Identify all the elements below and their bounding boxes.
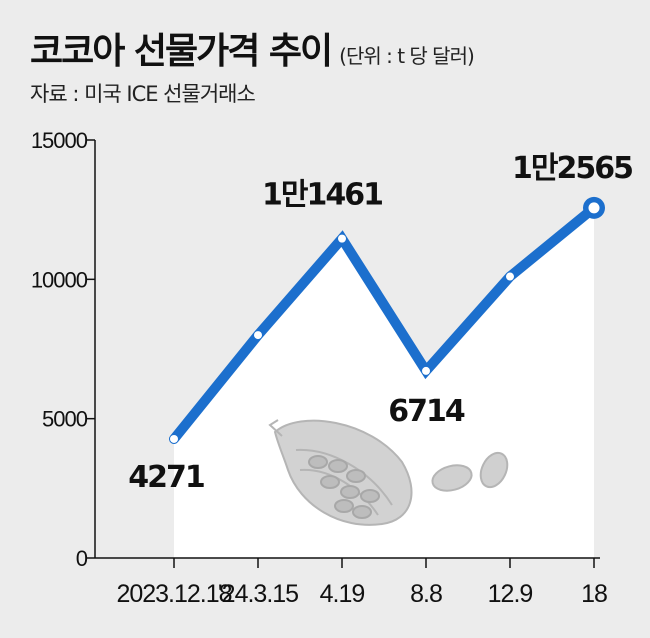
- y-tick-label: 15000: [31, 128, 88, 153]
- cocoa-seed-icon: [340, 485, 360, 499]
- x-tick-label: 8.8: [410, 580, 442, 608]
- x-tick-label: 18: [581, 580, 607, 608]
- data-point: [422, 366, 430, 375]
- unit-label: (단위 : t 당 달러): [339, 44, 475, 68]
- data-label: 6714: [388, 394, 465, 429]
- x-tick-label: '24.3.15: [218, 580, 298, 608]
- data-label: 1만2565: [512, 151, 632, 186]
- y-tick-label: 5000: [42, 407, 88, 432]
- x-tick-label: 2023.12.18: [116, 580, 231, 608]
- cocoa-bean-icon: [431, 464, 473, 492]
- cocoa-seed-icon: [352, 505, 372, 519]
- data-point: [170, 434, 178, 443]
- data-label: 4271: [128, 460, 204, 495]
- source-label: 자료 : 미국 ICE 선물거래소: [30, 82, 256, 106]
- cocoa-illustration: [268, 419, 509, 526]
- pod-ridge-line: [299, 468, 379, 516]
- y-tick-label: 10000: [31, 267, 88, 292]
- cocoa-seed-icon: [346, 469, 366, 483]
- cocoa-seed-icon: [328, 459, 348, 473]
- chart-title: 코코아 선물가격 추이: [30, 31, 333, 72]
- cocoa-seed-icon: [360, 489, 380, 503]
- cocoa-seed-icon: [334, 499, 354, 513]
- pod-ridge-line: [295, 448, 393, 506]
- data-point: [338, 234, 346, 243]
- pod-stem: [268, 419, 283, 437]
- data-point: [506, 272, 514, 281]
- y-tick-label: 0: [76, 546, 88, 571]
- data-point: [254, 331, 262, 340]
- title-row: 코코아 선물가격 추이 (단위 : t 당 달러): [30, 22, 475, 74]
- cocoa-seed-icon: [320, 475, 340, 489]
- x-tick-label: 12.9: [488, 580, 533, 608]
- series-line: [169, 202, 599, 444]
- chart-header: 코코아 선물가격 추이 (단위 : t 당 달러) 자료 : 미국 ICE 선물…: [30, 22, 475, 108]
- cocoa-bean-icon: [479, 451, 509, 489]
- cocoa-seed-icon: [308, 455, 328, 469]
- data-point-end-center: [588, 202, 600, 214]
- data-label: 1만1461: [262, 178, 382, 213]
- x-tick-label: 4.19: [320, 580, 365, 608]
